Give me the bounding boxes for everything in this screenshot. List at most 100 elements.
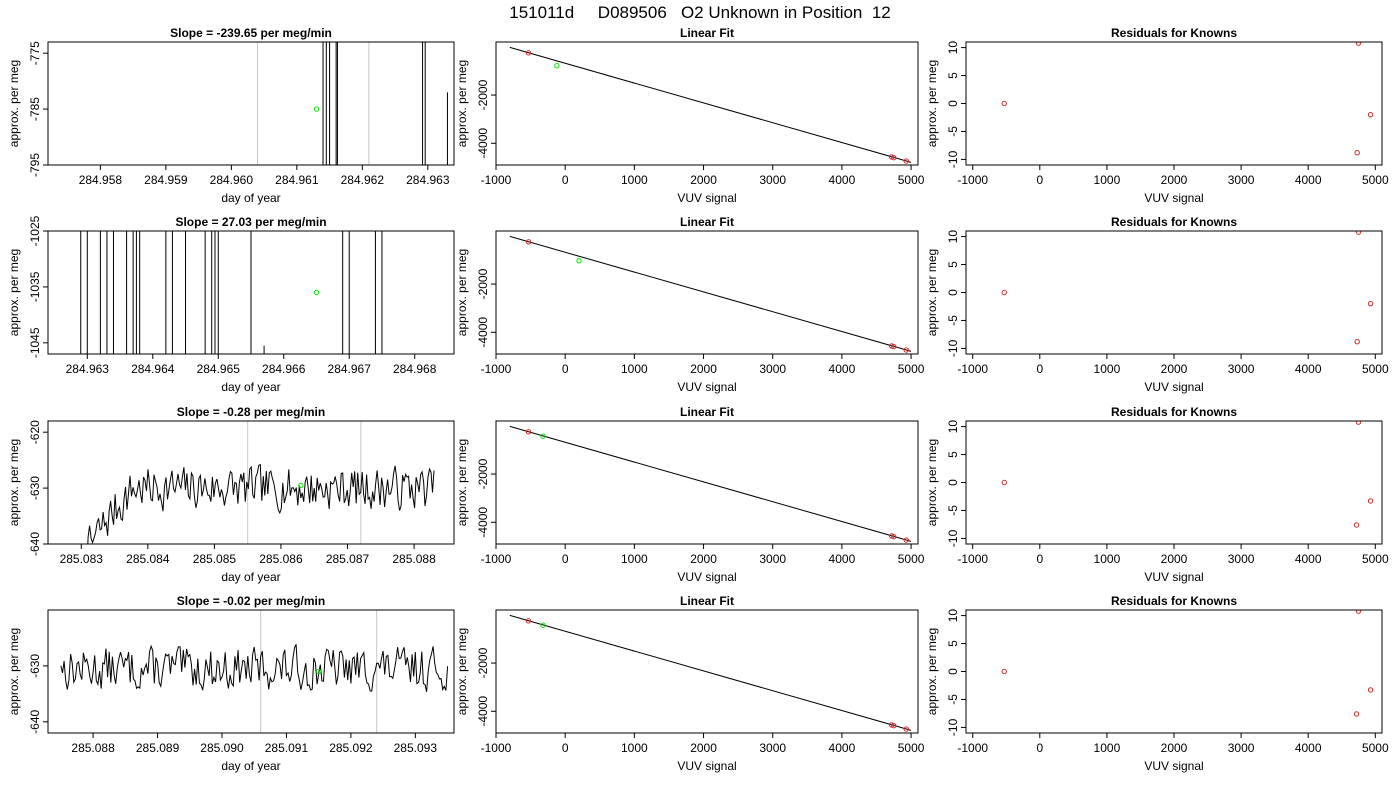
plot-area bbox=[80, 231, 383, 354]
panel-r4c1: 285.088 285.089 285.090 285.091 285.092 285.0… bbox=[7, 594, 455, 773]
y-tick-label: -1045 bbox=[28, 327, 42, 358]
plot-area bbox=[1001, 421, 1374, 528]
known-point bbox=[1355, 231, 1362, 235]
x-tick-label: 284.959 bbox=[144, 173, 188, 187]
known-point bbox=[1001, 100, 1007, 107]
trace-line bbox=[60, 644, 449, 692]
unknown-point bbox=[315, 668, 322, 675]
y-axis-label: approx. per meg bbox=[7, 439, 21, 526]
y-tick-label: -5 bbox=[946, 505, 960, 516]
plot-area bbox=[87, 421, 435, 544]
x-axis-label: VUV signal bbox=[1144, 380, 1203, 394]
known-point bbox=[891, 154, 897, 161]
plot-area bbox=[509, 425, 912, 543]
x-axis-label: VUV signal bbox=[1144, 570, 1203, 584]
x-tick-label: 0 bbox=[562, 362, 569, 376]
y-axis-label: approx. per meg bbox=[455, 439, 469, 526]
y-axis-label: approx. per meg bbox=[455, 628, 469, 715]
y-tick-label: 0 bbox=[946, 668, 960, 675]
panel-r3c2: -1000 0 1000 2000 3000 4000 5000 -2000 -4000 Line… bbox=[455, 405, 925, 584]
unknown-point bbox=[313, 106, 320, 112]
x-tick-label: 2000 bbox=[690, 173, 717, 187]
known-point bbox=[525, 429, 532, 435]
x-axis-label: day of year bbox=[221, 380, 280, 394]
y-axis-label: approx. per meg bbox=[925, 628, 939, 715]
x-tick-label: 284.963 bbox=[66, 362, 110, 376]
y-tick-label: 10 bbox=[946, 609, 960, 623]
x-tick-label: 1000 bbox=[1094, 173, 1121, 187]
x-tick-label: 284.965 bbox=[197, 362, 241, 376]
x-tick-label: -1000 bbox=[957, 173, 988, 187]
x-tick-label: 2000 bbox=[1161, 552, 1188, 566]
y-tick-label: -630 bbox=[28, 476, 42, 500]
y-tick-label: -10 bbox=[946, 718, 960, 736]
y-tick-label: 5 bbox=[946, 72, 960, 79]
x-tick-label: -1000 bbox=[481, 362, 512, 376]
y-tick-label: 10 bbox=[946, 230, 960, 244]
x-tick-label: 3000 bbox=[759, 173, 786, 187]
trace-line bbox=[87, 463, 435, 544]
y-axis-label: approx. per meg bbox=[925, 439, 939, 526]
unknown-point bbox=[540, 433, 546, 439]
x-tick-label: 4000 bbox=[829, 741, 856, 755]
axes-frame bbox=[47, 230, 455, 355]
known-point bbox=[1355, 421, 1362, 425]
y-tick-label: 10 bbox=[946, 420, 960, 434]
unknown-point bbox=[313, 289, 320, 296]
x-tick-label: 5000 bbox=[898, 362, 925, 376]
unknown-point bbox=[298, 482, 304, 488]
plot-area bbox=[509, 614, 912, 732]
x-tick-label: -1000 bbox=[481, 173, 512, 187]
y-axis-label: approx. per meg bbox=[7, 60, 21, 147]
x-tick-label: 2000 bbox=[690, 741, 717, 755]
x-tick-label: 4000 bbox=[829, 362, 856, 376]
x-tick-label: 3000 bbox=[1228, 552, 1255, 566]
x-tick-label: 1000 bbox=[1094, 362, 1121, 376]
axes-frame bbox=[47, 420, 455, 545]
known-point bbox=[525, 239, 532, 245]
x-tick-label: 5000 bbox=[1362, 741, 1389, 755]
y-tick-label: -2000 bbox=[476, 79, 490, 110]
axes-frame bbox=[495, 41, 919, 166]
panel-title: Residuals for Knowns bbox=[1111, 26, 1237, 40]
x-tick-label: 3000 bbox=[759, 552, 786, 566]
panel-r4c2: -1000 0 1000 2000 3000 4000 5000 -2000 -4000 Line… bbox=[455, 594, 925, 773]
axes-frame bbox=[965, 420, 1383, 545]
x-axis-label: VUV signal bbox=[677, 759, 736, 773]
x-tick-label: 1000 bbox=[621, 362, 648, 376]
y-tick-label: -2000 bbox=[476, 458, 490, 489]
y-axis-label: approx. per meg bbox=[455, 60, 469, 147]
panel-r1c3: -1000 0 1000 2000 3000 4000 5000 10 5 0 -5 -10 Resid… bbox=[925, 26, 1389, 205]
x-tick-label: 5000 bbox=[898, 741, 925, 755]
axes-frame bbox=[965, 609, 1383, 734]
y-axis-label: approx. per meg bbox=[7, 249, 21, 336]
x-tick-label: 285.085 bbox=[193, 552, 237, 566]
x-tick-label: 0 bbox=[562, 741, 569, 755]
x-tick-label: 284.967 bbox=[328, 362, 372, 376]
known-point bbox=[1353, 711, 1360, 717]
axes-frame bbox=[47, 41, 455, 166]
panel-r4c3: -1000 0 1000 2000 3000 4000 5000 10 5 0 -5 -10 Resid… bbox=[925, 594, 1389, 773]
y-tick-label: -1035 bbox=[28, 271, 42, 302]
x-tick-label: 4000 bbox=[829, 173, 856, 187]
panel-title: Slope = -239.65 per meg/min bbox=[170, 26, 332, 40]
y-tick-label: 0 bbox=[946, 479, 960, 486]
known-point bbox=[1367, 111, 1374, 118]
y-tick-label: -10 bbox=[946, 529, 960, 547]
axes-frame bbox=[495, 230, 919, 355]
x-tick-label: 2000 bbox=[1161, 362, 1188, 376]
x-tick-label: 5000 bbox=[898, 173, 925, 187]
y-tick-label: 10 bbox=[946, 41, 960, 55]
x-tick-label: 285.088 bbox=[392, 552, 436, 566]
x-tick-label: 2000 bbox=[1161, 741, 1188, 755]
x-tick-label: 2000 bbox=[690, 362, 717, 376]
x-tick-label: 3000 bbox=[759, 362, 786, 376]
x-tick-label: 1000 bbox=[621, 741, 648, 755]
known-point bbox=[1367, 687, 1374, 693]
known-point bbox=[525, 618, 532, 624]
x-tick-label: 5000 bbox=[1362, 362, 1389, 376]
x-tick-label: 1000 bbox=[621, 173, 648, 187]
known-point bbox=[891, 533, 897, 540]
x-tick-label: 284.961 bbox=[275, 173, 319, 187]
x-tick-label: -1000 bbox=[957, 362, 988, 376]
